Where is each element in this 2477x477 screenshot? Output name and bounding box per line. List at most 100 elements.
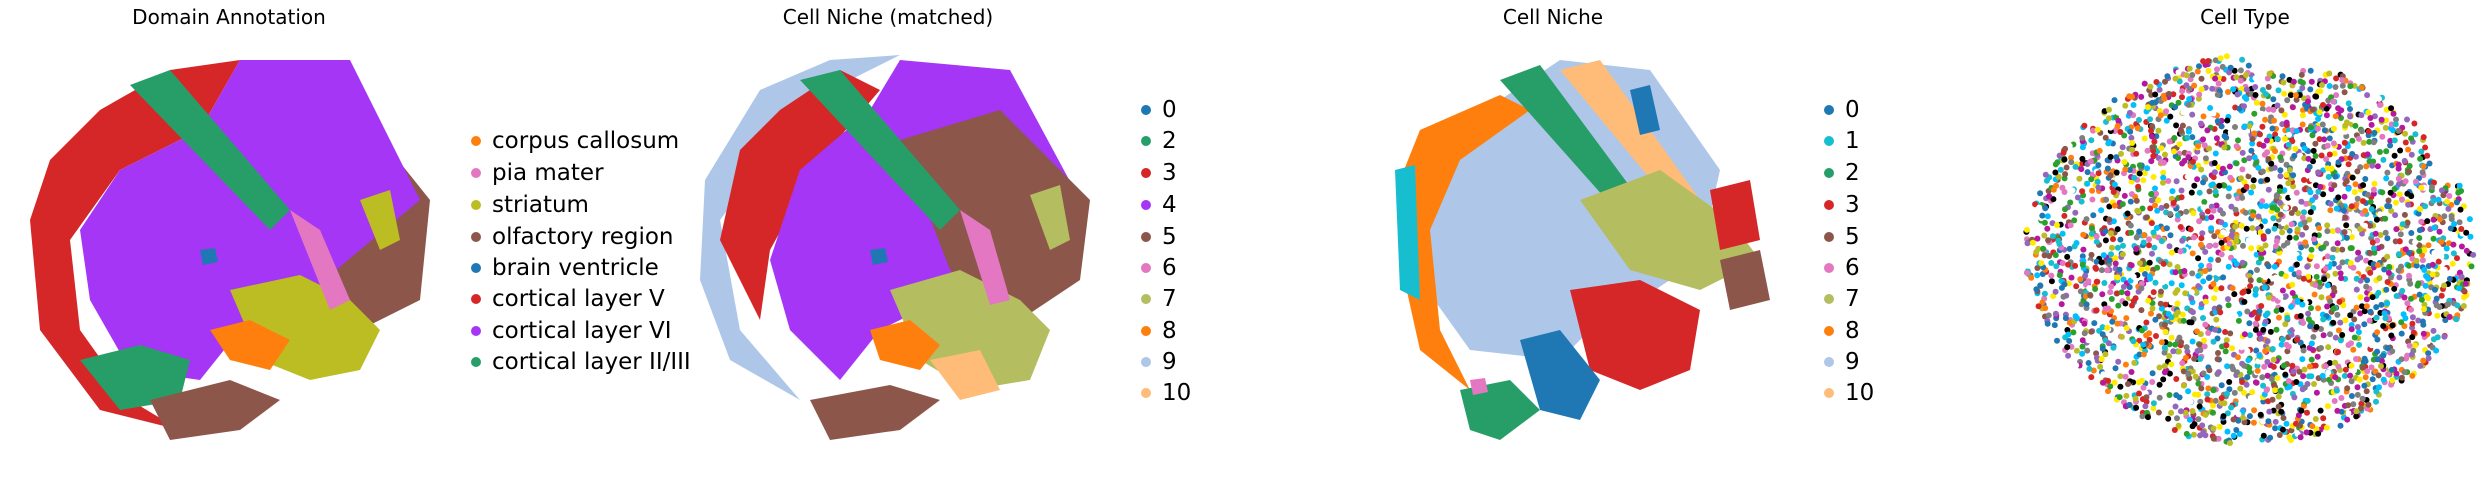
scatter-point bbox=[2365, 191, 2371, 198]
scatter-point bbox=[2149, 305, 2156, 312]
scatter-point bbox=[2420, 163, 2427, 170]
scatter-point bbox=[2408, 295, 2414, 302]
scatter-point bbox=[2202, 321, 2209, 328]
scatter-point bbox=[2234, 91, 2241, 98]
scatter-point bbox=[2255, 358, 2262, 365]
scatter-point bbox=[2233, 261, 2240, 267]
scatter-point bbox=[2105, 377, 2112, 384]
scatter-point bbox=[2342, 317, 2349, 324]
scatter-point bbox=[2438, 292, 2445, 299]
scatter-point bbox=[2079, 337, 2086, 344]
scatter-point bbox=[2206, 145, 2212, 152]
scatter-point bbox=[2424, 152, 2431, 159]
scatter-point bbox=[2046, 253, 2053, 259]
scatter-point bbox=[2388, 381, 2395, 388]
scatter-point bbox=[2166, 68, 2173, 75]
scatter-point bbox=[2345, 402, 2352, 409]
scatter-point bbox=[2352, 181, 2359, 188]
legend-label: 0 bbox=[1162, 97, 1177, 123]
scatter-point bbox=[2224, 428, 2231, 435]
scatter-point bbox=[2226, 185, 2232, 192]
scatter-point bbox=[2361, 321, 2368, 328]
scatter-point bbox=[2395, 251, 2402, 258]
region-0 bbox=[1520, 330, 1600, 420]
scatter-point bbox=[2344, 416, 2351, 423]
scatter-point bbox=[2447, 225, 2454, 232]
scatter-point bbox=[2190, 210, 2197, 217]
scatter-point bbox=[2354, 384, 2361, 391]
scatter-point bbox=[2147, 205, 2154, 212]
scatter-point bbox=[2191, 182, 2198, 189]
scatter-point bbox=[2179, 160, 2186, 167]
scatter-point bbox=[2143, 214, 2150, 221]
scatter-point bbox=[2449, 260, 2456, 267]
scatter-point bbox=[2290, 368, 2297, 375]
scatter-point bbox=[2416, 291, 2423, 298]
scatter-point bbox=[2368, 206, 2375, 213]
scatter-point bbox=[2375, 245, 2382, 252]
legend-marker bbox=[1824, 294, 1834, 304]
scatter-point bbox=[2170, 91, 2177, 98]
scatter-point bbox=[2086, 260, 2093, 267]
scatter-point bbox=[2116, 394, 2123, 401]
scatter-point bbox=[2421, 231, 2428, 238]
scatter-point bbox=[2218, 395, 2225, 401]
scatter-point bbox=[2292, 145, 2299, 152]
scatter-point bbox=[2098, 207, 2105, 214]
scatter-point bbox=[2108, 283, 2115, 290]
scatter-point bbox=[2307, 67, 2314, 74]
scatter-point bbox=[2095, 162, 2102, 169]
scatter-point bbox=[2297, 78, 2304, 85]
scatter-point bbox=[2365, 128, 2372, 135]
scatter-point bbox=[2264, 338, 2271, 345]
scatter-point bbox=[2355, 329, 2362, 336]
scatter-point bbox=[2135, 183, 2142, 190]
scatter-point bbox=[2157, 300, 2164, 307]
scatter-point bbox=[2139, 205, 2146, 212]
scatter-point bbox=[2189, 111, 2196, 118]
scatter-point bbox=[2262, 348, 2269, 354]
scatter-point bbox=[2269, 125, 2276, 132]
scatter-point bbox=[2284, 348, 2291, 355]
scatter-point bbox=[2265, 263, 2272, 270]
scatter-point bbox=[2079, 155, 2086, 162]
scatter-point bbox=[2269, 396, 2276, 403]
scatter-point bbox=[2214, 118, 2221, 125]
scatter-point bbox=[2245, 62, 2252, 69]
scatter-point bbox=[2066, 245, 2073, 252]
scatter-point bbox=[2233, 234, 2240, 241]
scatter-point bbox=[2204, 391, 2211, 398]
scatter-point bbox=[2408, 351, 2415, 358]
scatter-point bbox=[2246, 320, 2253, 327]
scatter-point bbox=[2380, 376, 2387, 383]
scatter-point bbox=[2412, 305, 2419, 312]
scatter-point bbox=[2268, 165, 2275, 172]
scatter-point bbox=[2195, 255, 2202, 262]
scatter-point bbox=[2198, 120, 2204, 127]
scatter-point bbox=[2358, 84, 2365, 91]
scatter-point bbox=[2314, 125, 2321, 132]
scatter-point bbox=[2124, 210, 2131, 217]
scatter-point bbox=[2128, 262, 2135, 269]
scatter-point bbox=[2373, 304, 2380, 311]
scatter-point bbox=[2411, 120, 2418, 127]
scatter-point bbox=[2259, 106, 2266, 112]
scatter-point bbox=[2185, 154, 2192, 161]
scatter-point bbox=[2374, 262, 2381, 268]
scatter-point bbox=[2202, 268, 2209, 274]
scatter-point bbox=[2121, 132, 2128, 139]
scatter-point bbox=[2066, 319, 2073, 326]
scatter-point bbox=[2351, 316, 2358, 323]
scatter-point bbox=[2156, 394, 2163, 401]
scatter-point bbox=[2329, 254, 2336, 261]
scatter-point bbox=[2246, 369, 2253, 375]
scatter-point bbox=[2256, 308, 2263, 315]
scatter-point bbox=[2168, 361, 2175, 368]
scatter-point bbox=[2064, 327, 2071, 333]
scatter-point bbox=[2354, 93, 2361, 100]
scatter-point bbox=[2175, 155, 2182, 161]
scatter-point bbox=[2174, 264, 2181, 270]
scatter-point bbox=[2166, 138, 2173, 145]
scatter-point bbox=[2367, 115, 2374, 121]
panel-title: Cell Type bbox=[2200, 5, 2290, 29]
